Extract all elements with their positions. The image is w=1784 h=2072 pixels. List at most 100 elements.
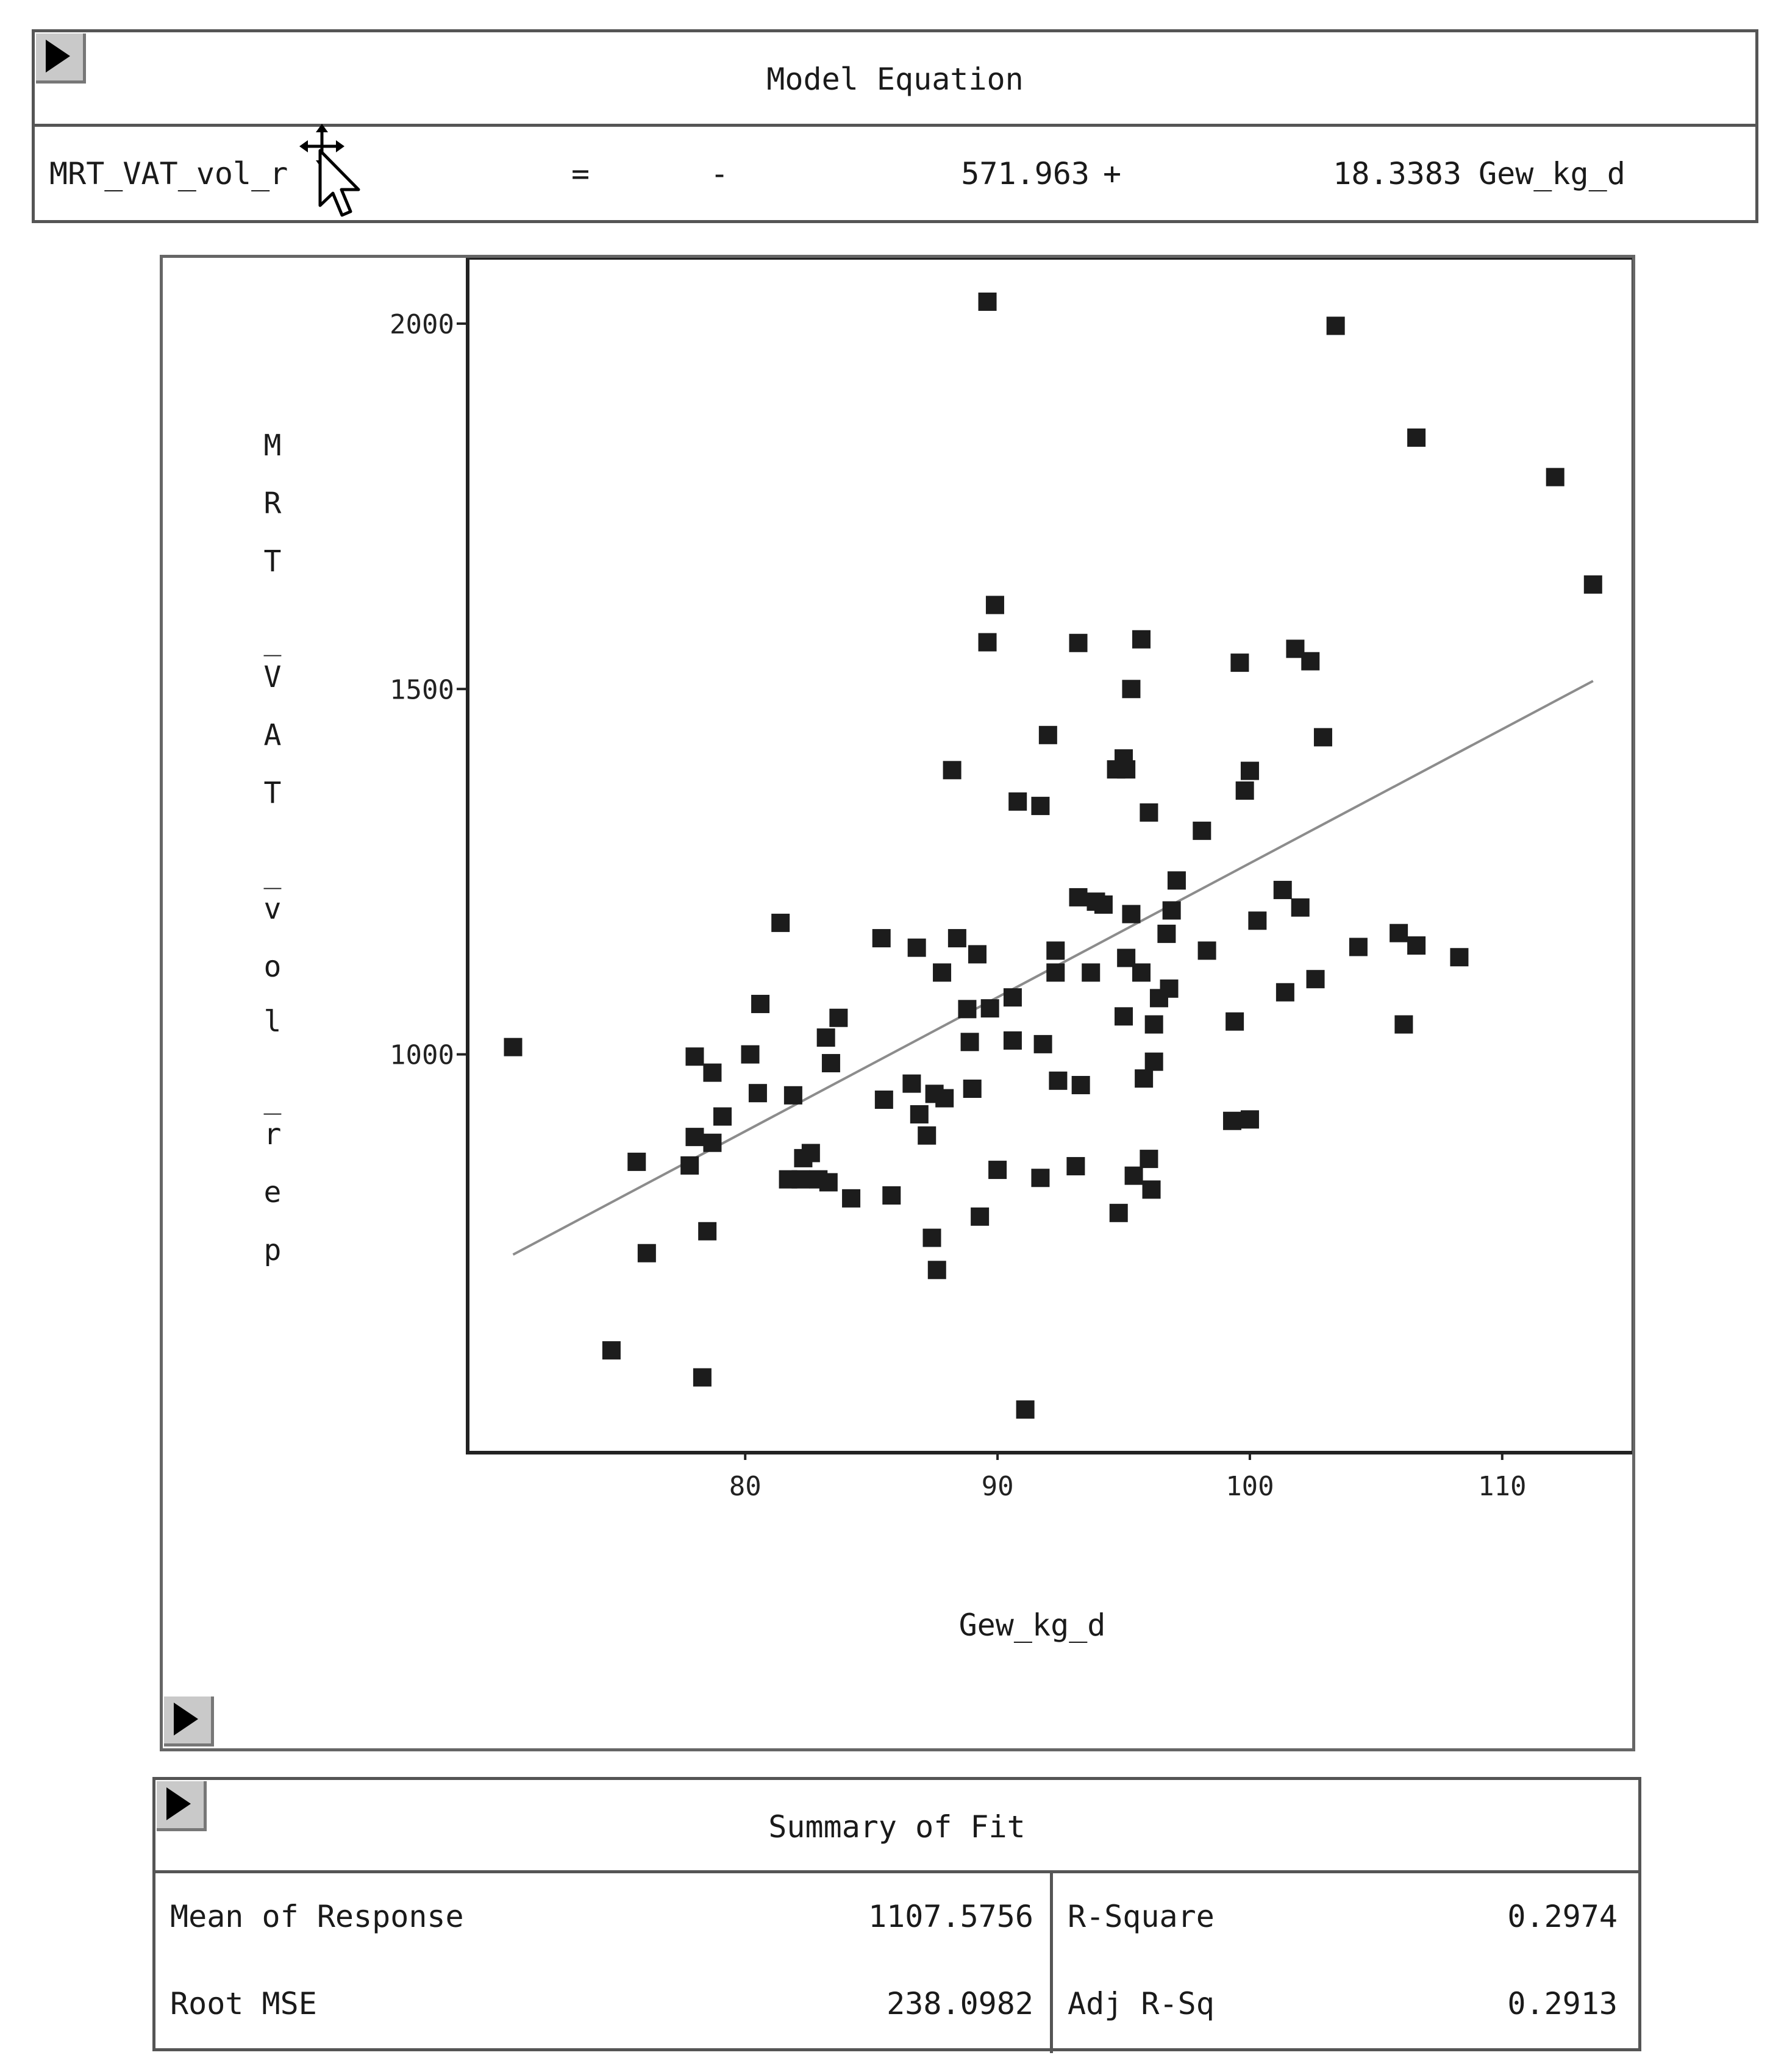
data-point	[748, 1084, 767, 1103]
intercept-sign: -	[710, 156, 729, 191]
data-point	[1049, 1071, 1068, 1090]
data-points	[504, 292, 1602, 1419]
data-point	[693, 1368, 712, 1387]
data-point	[918, 1126, 937, 1145]
data-point	[882, 1186, 901, 1205]
data-point	[685, 1128, 704, 1147]
data-point	[1301, 652, 1320, 671]
data-point	[980, 999, 999, 1018]
data-point	[1094, 895, 1113, 914]
y-axis-label-letter: M	[263, 429, 282, 463]
y-axis-label-letter: p	[263, 1233, 282, 1267]
data-point	[1193, 821, 1211, 840]
data-point	[968, 945, 987, 964]
data-point	[1046, 941, 1065, 960]
data-point	[1046, 963, 1065, 982]
data-point	[1407, 936, 1426, 955]
data-point	[1140, 803, 1158, 822]
data-point	[1003, 988, 1022, 1007]
data-point	[680, 1156, 699, 1175]
data-point	[1240, 761, 1259, 780]
disclosure-triangle-icon[interactable]	[36, 34, 86, 84]
data-point	[1082, 963, 1101, 982]
data-point	[783, 1086, 802, 1105]
data-point	[1197, 941, 1216, 960]
slope-value: 18.3383	[1333, 156, 1461, 191]
data-point	[703, 1063, 722, 1082]
data-point	[1313, 728, 1332, 747]
data-point	[872, 929, 891, 948]
data-point	[1162, 901, 1181, 920]
response-name: MRT_VAT_vol_r	[49, 156, 288, 191]
x-tick-label: 80	[729, 1471, 762, 1502]
y-axis-label-letter: _	[263, 855, 282, 889]
data-point	[1069, 888, 1088, 906]
data-point	[713, 1107, 732, 1126]
data-point	[985, 596, 1004, 614]
summary-of-fit-title: Summary of Fit	[768, 1809, 1026, 1845]
y-axis-label-letter: _	[263, 622, 282, 657]
y-axis-label-letter: o	[263, 950, 282, 984]
data-point	[1031, 797, 1050, 816]
data-point	[1349, 938, 1368, 956]
data-point	[907, 938, 926, 957]
data-point	[943, 761, 962, 780]
data-point	[1132, 963, 1151, 982]
data-point	[627, 1152, 646, 1171]
y-axis-label-letter: T	[263, 544, 282, 579]
data-point	[958, 1000, 977, 1019]
column-divider	[1050, 1870, 1053, 2053]
data-point	[1276, 983, 1294, 1002]
data-point	[978, 633, 997, 652]
data-point	[947, 929, 966, 948]
disclosure-triangle-icon[interactable]	[157, 1781, 207, 1831]
data-point	[801, 1144, 820, 1162]
data-point	[1031, 1169, 1050, 1187]
summary-of-fit-panel: Summary of Fit Mean of Response 1107.575…	[152, 1777, 1641, 2053]
x-tick-label: 110	[1478, 1471, 1526, 1502]
data-point	[1071, 1076, 1090, 1095]
model-equation-panel: Model Equation MRT_VAT_vol_r = - 571.963…	[32, 29, 1758, 223]
plot-frame	[466, 258, 1632, 1454]
data-point	[1230, 653, 1249, 672]
data-point	[698, 1222, 717, 1241]
y-axis-label-letter: v	[263, 892, 282, 926]
data-point	[1109, 1203, 1128, 1222]
data-point	[1069, 633, 1088, 652]
r-square-label: R-Square	[1068, 1899, 1215, 1934]
data-point	[819, 1173, 838, 1192]
data-point	[1160, 979, 1179, 998]
mouse-pointer-icon	[299, 124, 360, 217]
data-point	[1117, 760, 1136, 779]
y-axis-label-letter: _	[263, 1081, 282, 1115]
disclosure-triangle-icon[interactable]	[164, 1696, 214, 1746]
predictor-name: Gew_kg_d	[1479, 156, 1625, 191]
data-point	[1122, 680, 1141, 699]
scatter-plot: 1000 1500 2000 80 90 100 110 Gew_kg_d	[390, 258, 1632, 1643]
data-point	[504, 1038, 523, 1056]
adj-r-sq-label: Adj R-Sq	[1068, 1986, 1215, 2021]
data-point	[751, 994, 770, 1013]
equals-sign: =	[571, 156, 590, 191]
data-point	[602, 1341, 621, 1360]
data-point	[1122, 905, 1141, 924]
data-point	[902, 1074, 921, 1093]
data-point	[1390, 924, 1408, 942]
data-point	[963, 1080, 982, 1098]
y-tick-label: 2000	[390, 309, 454, 340]
data-point	[1450, 948, 1469, 967]
data-point	[1140, 1150, 1158, 1169]
y-axis-label-letter: l	[263, 1005, 282, 1039]
data-point	[816, 1028, 835, 1047]
data-point	[935, 1089, 954, 1108]
data-point	[1124, 1166, 1143, 1185]
x-tick-label: 100	[1226, 1471, 1274, 1502]
data-point	[922, 1228, 941, 1247]
data-point	[933, 963, 952, 982]
data-point	[960, 1033, 979, 1052]
data-point	[988, 1161, 1007, 1180]
data-point	[1546, 468, 1565, 486]
y-axis-label-letter: r	[263, 1117, 282, 1152]
data-point	[910, 1105, 929, 1123]
data-point	[927, 1261, 946, 1280]
